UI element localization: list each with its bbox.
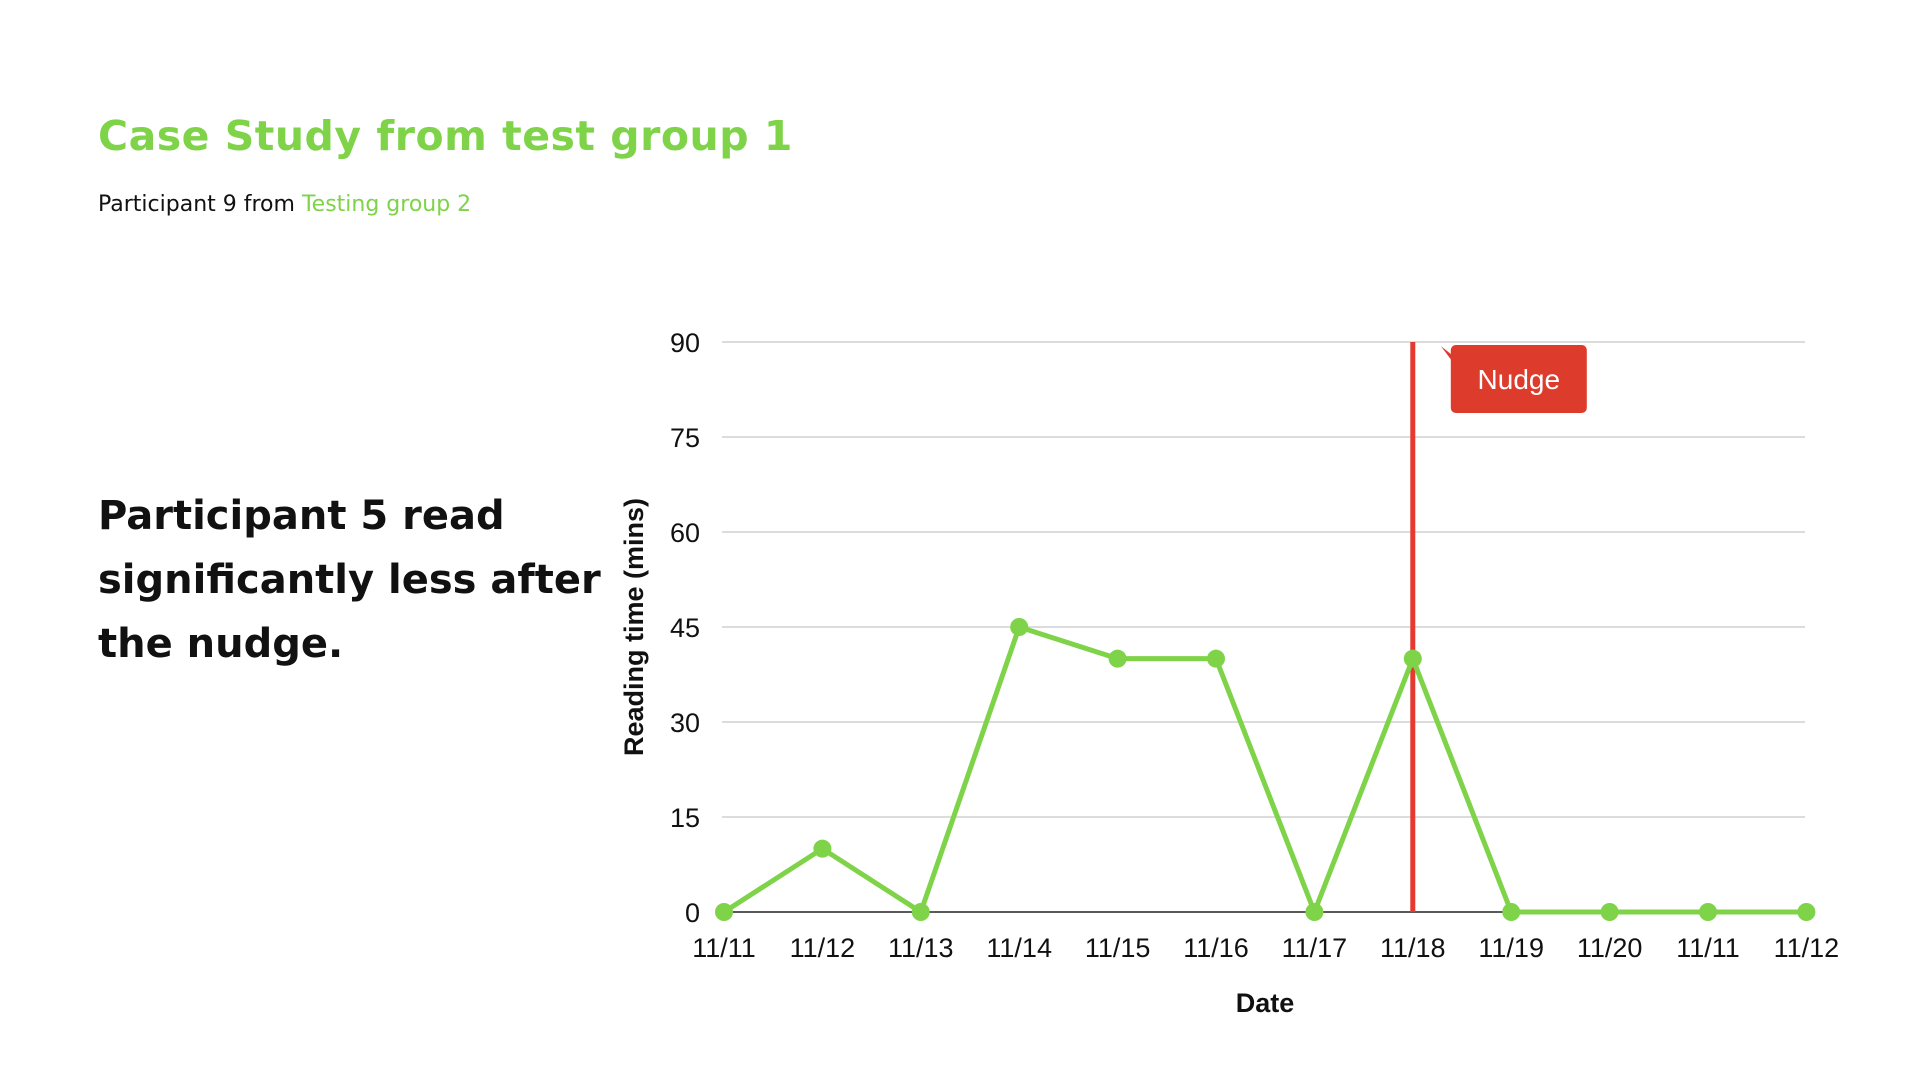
- y-tick-label: 0: [685, 898, 700, 928]
- y-tick-label: 45: [670, 613, 700, 643]
- x-tick-label: 11/17: [1282, 933, 1348, 963]
- data-point: [1108, 649, 1127, 668]
- data-point: [1010, 618, 1029, 636]
- series-layer: [715, 618, 1816, 921]
- x-tick-label: 11/14: [986, 933, 1052, 963]
- nudge-marker-group: Nudge: [1410, 342, 1587, 912]
- y-axis-ticks: 0 15 30 45 60 75 90: [670, 328, 700, 928]
- x-tick-label: 11/19: [1478, 933, 1544, 963]
- data-point: [1699, 903, 1717, 921]
- x-axis-title: Date: [1236, 988, 1295, 1018]
- data-point: [715, 903, 733, 921]
- y-tick-label: 60: [670, 518, 700, 548]
- slide-title: Case Study from test group 1: [98, 112, 793, 160]
- data-point: [1797, 903, 1816, 921]
- subtitle-prefix: Participant 9 from: [98, 192, 302, 217]
- y-axis-title: Reading time (mins): [619, 498, 649, 756]
- x-tick-label: 11/20: [1577, 933, 1643, 963]
- x-axis-ticks: 11/11 11/12 11/13 11/14 11/15 11/16 11/17 11/18…: [692, 933, 1839, 963]
- data-point: [1600, 903, 1619, 921]
- x-tick-label: 11/15: [1085, 933, 1151, 963]
- data-point: [1403, 649, 1422, 668]
- data-point: [911, 903, 930, 921]
- y-tick-label: 75: [670, 423, 700, 453]
- nudge-callout-box: [1450, 345, 1587, 413]
- x-tick-label: 11/11: [692, 933, 756, 963]
- data-point: [1502, 903, 1521, 921]
- y-tick-label: 30: [670, 708, 700, 738]
- x-tick-label: 11/11: [1676, 933, 1740, 963]
- data-point: [813, 839, 832, 858]
- x-tick-label: 11/16: [1183, 933, 1249, 963]
- x-tick-label: 11/12: [790, 933, 856, 963]
- x-tick-label: 11/12: [1774, 933, 1840, 963]
- nudge-callout-label: Nudge: [1478, 364, 1561, 395]
- subtitle-group-name: Testing group 2: [301, 192, 472, 217]
- x-tick-label: 11/18: [1380, 933, 1446, 963]
- series-line: [721, 624, 1809, 915]
- headline-text: Participant 5 read significantly less af…: [98, 493, 601, 667]
- y-tick-label: 90: [670, 328, 700, 358]
- data-point: [1305, 903, 1324, 921]
- slide-subtitle: Participant 9 from Testing group 2: [98, 192, 471, 217]
- y-tick-label: 15: [670, 803, 700, 833]
- grid-lines: [722, 341, 1805, 818]
- x-tick-label: 11/13: [888, 933, 954, 963]
- data-point: [1207, 649, 1225, 668]
